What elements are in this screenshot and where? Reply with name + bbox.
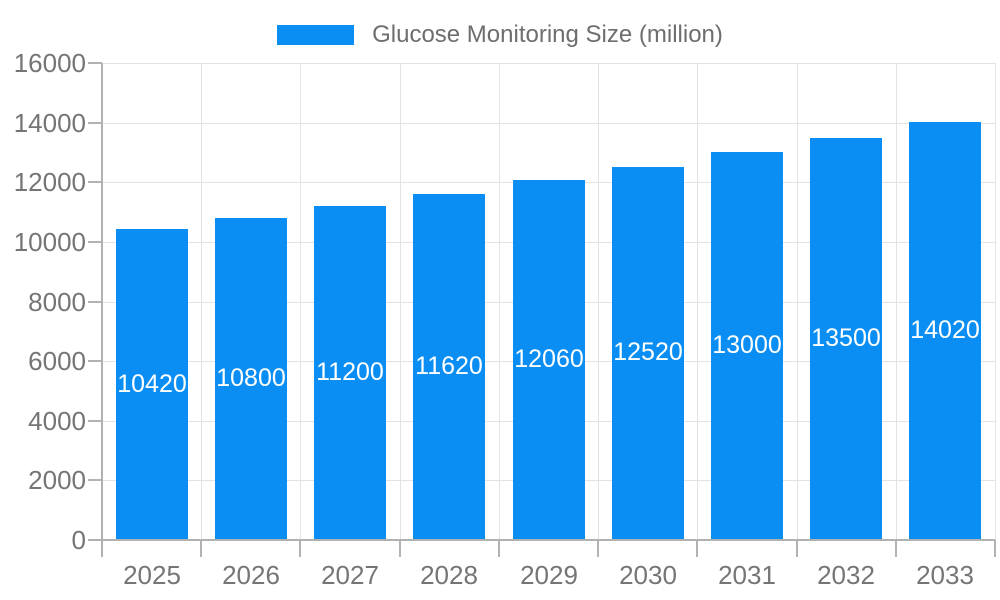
x-gridline [201,63,202,540]
x-gridline [797,63,798,540]
x-tick-mark [498,540,500,557]
x-gridline [995,63,996,540]
x-gridline [499,63,500,540]
x-tick-label: 2027 [321,560,379,590]
y-gridline [102,123,995,124]
x-gridline [896,63,897,540]
y-tick-mark [88,241,102,243]
y-tick-label: 16000 [13,48,86,78]
bar-2031 [711,152,783,540]
x-tick-label: 2033 [916,560,974,590]
x-tick-mark [200,540,202,557]
y-tick-mark [88,360,102,362]
x-tick-label: 2025 [123,560,181,590]
x-tick-mark [895,540,897,557]
bar-2026 [215,218,287,540]
x-tick-mark [299,540,301,557]
chart-legend: Glucose Monitoring Size (million) [0,21,1000,49]
y-tick-label: 10000 [13,227,86,257]
y-tick-label: 0 [71,525,86,555]
y-tick-mark [88,62,102,64]
x-tick-mark [597,540,599,557]
bar-2032 [810,138,882,540]
bar-value-label: 13500 [811,324,881,352]
y-tick-label: 14000 [13,108,86,138]
x-tick-label: 2032 [817,560,875,590]
y-tick-label: 12000 [13,167,86,197]
y-tick-label: 4000 [28,406,86,436]
bar-2025 [116,229,188,540]
y-tick-mark [88,181,102,183]
bar-value-label: 12060 [514,345,584,373]
y-tick-label: 8000 [28,287,86,317]
x-tick-label: 2029 [520,560,578,590]
y-gridline [102,63,995,64]
y-tick-mark [88,301,102,303]
y-tick-label: 2000 [28,465,86,495]
x-gridline [598,63,599,540]
bar-value-label: 11200 [316,358,384,386]
bar-2029 [513,180,585,540]
x-tick-mark [696,540,698,557]
legend-label: Glucose Monitoring Size (million) [372,21,723,48]
y-tick-mark [88,479,102,481]
x-gridline [400,63,401,540]
bar-2027 [314,206,386,540]
x-tick-mark [994,540,996,557]
x-tick-label: 2026 [222,560,280,590]
x-axis-line [88,539,995,541]
bar-value-label: 11620 [415,352,483,380]
y-axis-line [101,63,103,557]
bar-value-label: 13000 [712,331,782,359]
x-tick-label: 2028 [420,560,478,590]
y-tick-mark [88,122,102,124]
y-tick-label: 6000 [28,346,86,376]
x-tick-label: 2030 [619,560,677,590]
x-gridline [697,63,698,540]
bar-value-label: 14020 [910,316,980,344]
x-tick-mark [796,540,798,557]
x-tick-label: 2031 [718,560,776,590]
bar-value-label: 10420 [117,370,187,398]
bar-2030 [612,167,684,540]
bar-2033 [909,122,981,540]
y-tick-mark [88,420,102,422]
x-tick-mark [399,540,401,557]
bar-2028 [413,194,485,540]
bar-value-label: 10800 [216,364,286,392]
legend-swatch [277,25,355,45]
bar-value-label: 12520 [613,338,683,366]
x-gridline [300,63,301,540]
